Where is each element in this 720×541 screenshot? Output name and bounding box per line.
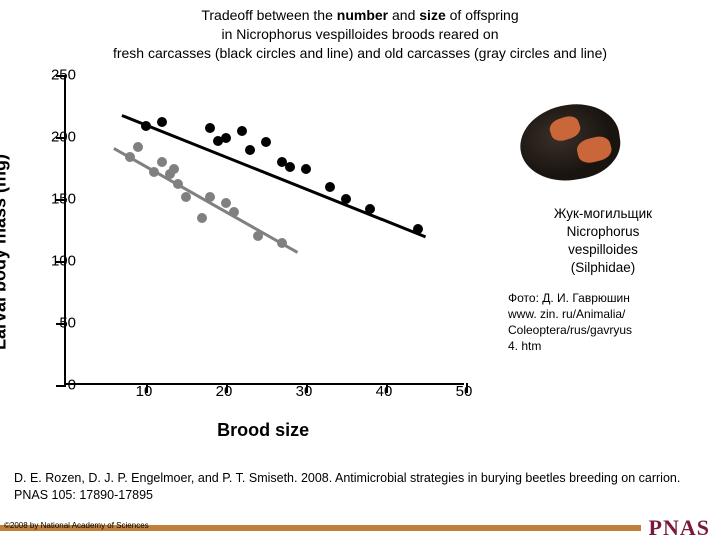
data-point-old (133, 142, 143, 152)
t2: in Nicrophorus vespilloides broods reare… (221, 26, 498, 42)
species-caption: Жук-могильщик Nicrophorus vespilloides (… (490, 205, 716, 278)
ytick-label: 50 (59, 314, 76, 331)
data-point-fresh (261, 137, 271, 147)
data-point-fresh (285, 162, 295, 172)
ytick (56, 385, 66, 387)
ytick-label: 150 (51, 190, 76, 207)
xtick-label: 40 (376, 383, 393, 400)
data-point-old (157, 157, 167, 167)
cap3: vespilloides (568, 242, 638, 257)
pc1: Фото: Д. И. Гаврюшин (508, 291, 630, 305)
ytick-label: 250 (51, 66, 76, 83)
data-point-old (221, 198, 231, 208)
cap4: (Silphidae) (571, 260, 636, 275)
t1d: size (419, 7, 445, 23)
t1c: and (388, 7, 419, 23)
cap1: Жук-могильщик (554, 206, 652, 221)
cap2: Nicrophorus (567, 224, 640, 239)
copyright: ©2008 by National Academy of Sciences (4, 521, 149, 530)
data-point-fresh (365, 204, 375, 214)
data-point-old (149, 167, 159, 177)
t1b: number (337, 7, 388, 23)
t1a: Tradeoff between the (201, 7, 336, 23)
slide-title: Tradeoff between the number and size of … (0, 0, 720, 67)
plot-area (64, 75, 464, 385)
data-point-old (277, 238, 287, 248)
data-point-fresh (413, 224, 423, 234)
pc3: Coleoptera/rus/gavryus (508, 323, 632, 337)
xtick-label: 50 (456, 383, 473, 400)
data-point-fresh (245, 145, 255, 155)
data-point-old (205, 192, 215, 202)
ytick-label: 0 (68, 376, 76, 393)
t3: fresh carcasses (black circles and line)… (113, 45, 607, 61)
ytick-label: 100 (51, 252, 76, 269)
data-point-old (169, 164, 179, 174)
data-point-old (197, 213, 207, 223)
xtick-label: 30 (296, 383, 313, 400)
xtick-label: 20 (216, 383, 233, 400)
pc2: www. zin. ru/Animalia/ (508, 307, 625, 321)
data-point-old (173, 179, 183, 189)
data-point-fresh (157, 117, 167, 127)
scatter-chart: Larval body mass (mg) Brood size 0501001… (4, 67, 484, 437)
data-point-old (229, 207, 239, 217)
footer: ©2008 by National Academy of Sciences PN… (0, 516, 720, 540)
data-point-fresh (301, 164, 311, 174)
data-point-fresh (221, 133, 231, 143)
t1e: of offspring (446, 7, 519, 23)
data-point-fresh (341, 194, 351, 204)
journal-logo: PNAS (649, 515, 720, 541)
beetle-band-1 (547, 113, 582, 143)
data-point-fresh (325, 182, 335, 192)
data-point-fresh (141, 121, 151, 131)
citation: D. E. Rozen, D. J. P. Engelmoer, and P. … (14, 470, 704, 504)
side-column: Жук-могильщик Nicrophorus vespilloides (… (484, 67, 716, 355)
data-point-old (181, 192, 191, 202)
ytick-label: 200 (51, 128, 76, 145)
pc4: 4. htm (508, 339, 541, 353)
xtick-label: 10 (136, 383, 153, 400)
beetle-body (515, 98, 624, 186)
x-axis-label: Brood size (217, 420, 309, 441)
data-point-fresh (237, 126, 247, 136)
beetle-image (490, 87, 650, 197)
y-axis-label: Larval body mass (mg) (0, 154, 11, 350)
beetle-band-2 (575, 134, 614, 166)
data-point-old (253, 231, 263, 241)
data-point-fresh (205, 123, 215, 133)
photo-credit: Фото: Д. И. Гаврюшин www. zin. ru/Animal… (490, 290, 716, 355)
data-point-old (125, 152, 135, 162)
